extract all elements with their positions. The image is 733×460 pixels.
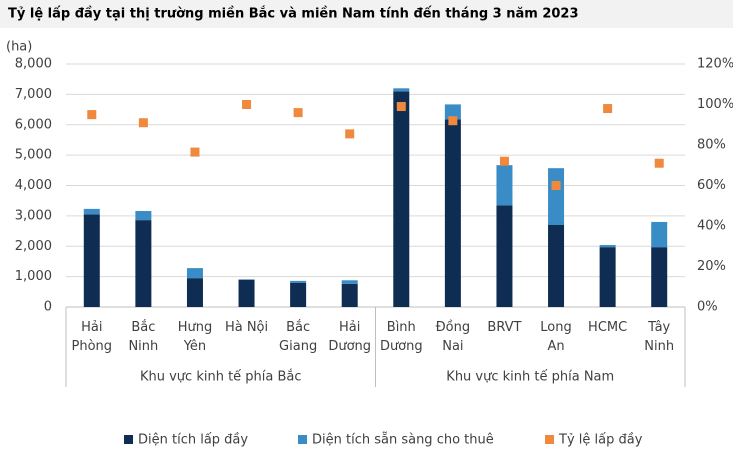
bar [496, 205, 512, 307]
y-tick-label: 2,000 [15, 239, 52, 254]
bar [445, 119, 461, 307]
x-tick-label: Hải Dương [328, 320, 371, 354]
y-tick-label: 4,000 [15, 178, 52, 193]
x-tick-line: Hà Nội [225, 320, 268, 335]
x-tick-line: Yên [183, 339, 206, 354]
y2-tick-label: 40% [697, 219, 726, 234]
y-tick-label: 0 [44, 300, 52, 315]
chart-title: Tỷ lệ lấp đầy tại thị trường miền Bắc và… [8, 7, 579, 22]
x-tick-line: HCMC [588, 320, 627, 335]
x-tick-line: Hưng [178, 320, 213, 335]
point [139, 118, 148, 127]
bar [651, 247, 667, 307]
point [345, 129, 354, 138]
group-label: Khu vực kinh tế phía Nam [446, 370, 614, 385]
bar [290, 283, 306, 307]
y-tick-label: 3,000 [15, 208, 52, 223]
bar [393, 88, 409, 91]
x-tick-line: Ninh [128, 339, 158, 354]
point [448, 116, 457, 125]
y-tick-label: 6,000 [15, 117, 52, 132]
point [294, 108, 303, 117]
x-tick-line: BRVT [487, 320, 521, 335]
x-tick-label: HCMC [588, 320, 627, 335]
bar [548, 168, 564, 225]
x-tick-line: Bình [387, 320, 416, 335]
x-tick-line: Tây [647, 320, 670, 335]
x-tick-line: Dương [328, 339, 371, 354]
y2-tick-label: 20% [697, 259, 726, 274]
bar [84, 214, 100, 307]
legend-swatch [298, 435, 307, 444]
bar [342, 280, 358, 284]
point [603, 104, 612, 113]
y2-tick-label: 60% [697, 178, 726, 193]
legend-swatch [124, 435, 133, 444]
x-tick-line: Ninh [644, 339, 674, 354]
bar [135, 211, 151, 220]
y2-tick-label: 120% [697, 57, 733, 72]
y2-tick-label: 100% [697, 97, 733, 112]
bar [342, 284, 358, 307]
x-tick-line: Phòng [72, 339, 113, 354]
y-tick-label: 5,000 [15, 148, 52, 163]
bar [135, 220, 151, 307]
bar [187, 268, 203, 278]
point [190, 148, 199, 157]
x-tick-line: Nai [442, 339, 463, 354]
legend-label: Diện tích lấp đầy [138, 433, 248, 448]
x-tick-label: BRVT [487, 320, 521, 335]
y-tick-label: 7,000 [15, 87, 52, 102]
point [655, 159, 664, 168]
bar [496, 165, 512, 205]
bar [290, 281, 306, 283]
bar [393, 91, 409, 307]
x-tick-line: Bắc [286, 320, 310, 335]
point [87, 110, 96, 119]
point [242, 100, 251, 109]
x-tick-label: Hải Phòng [72, 320, 113, 354]
bar [548, 225, 564, 307]
x-tick-line: Giang [279, 339, 317, 354]
bar [600, 245, 616, 247]
x-tick-label: Long An [540, 320, 571, 354]
bar [187, 278, 203, 307]
x-tick-label: Bình Dương [380, 320, 423, 354]
bar [239, 280, 255, 307]
bar [600, 247, 616, 307]
y-axis-label: (ha) [6, 40, 32, 55]
y2-tick-label: 80% [697, 138, 726, 153]
group-label: Khu vực kinh tế phía Bắc [140, 370, 302, 385]
point [500, 157, 509, 166]
x-tick-label: Tây Ninh [644, 320, 674, 354]
point [397, 102, 406, 111]
x-tick-line: Đồng [436, 320, 471, 335]
bar [84, 209, 100, 214]
point [552, 181, 561, 190]
x-tick-line: Long [540, 320, 571, 335]
x-tick-label: Hưng Yên [178, 320, 213, 354]
x-tick-label: Hà Nội [225, 320, 268, 335]
x-tick-line: Hải [339, 320, 360, 335]
y-tick-label: 1,000 [15, 269, 52, 284]
legend-label: Tỷ lệ lấp đầy [558, 433, 643, 448]
x-tick-line: Dương [380, 339, 423, 354]
x-tick-label: Đồng Nai [436, 320, 471, 354]
x-tick-label: Bắc Giang [279, 320, 317, 354]
x-tick-label: Bắc Ninh [128, 320, 158, 354]
x-tick-line: Hải [81, 320, 102, 335]
x-tick-line: Bắc [131, 320, 155, 335]
bar [651, 222, 667, 247]
y2-tick-label: 0% [697, 300, 718, 315]
y-tick-label: 8,000 [15, 57, 52, 72]
legend-label: Diện tích sẵn sàng cho thuê [312, 433, 494, 448]
x-tick-line: An [547, 339, 564, 354]
legend-swatch [545, 435, 554, 444]
